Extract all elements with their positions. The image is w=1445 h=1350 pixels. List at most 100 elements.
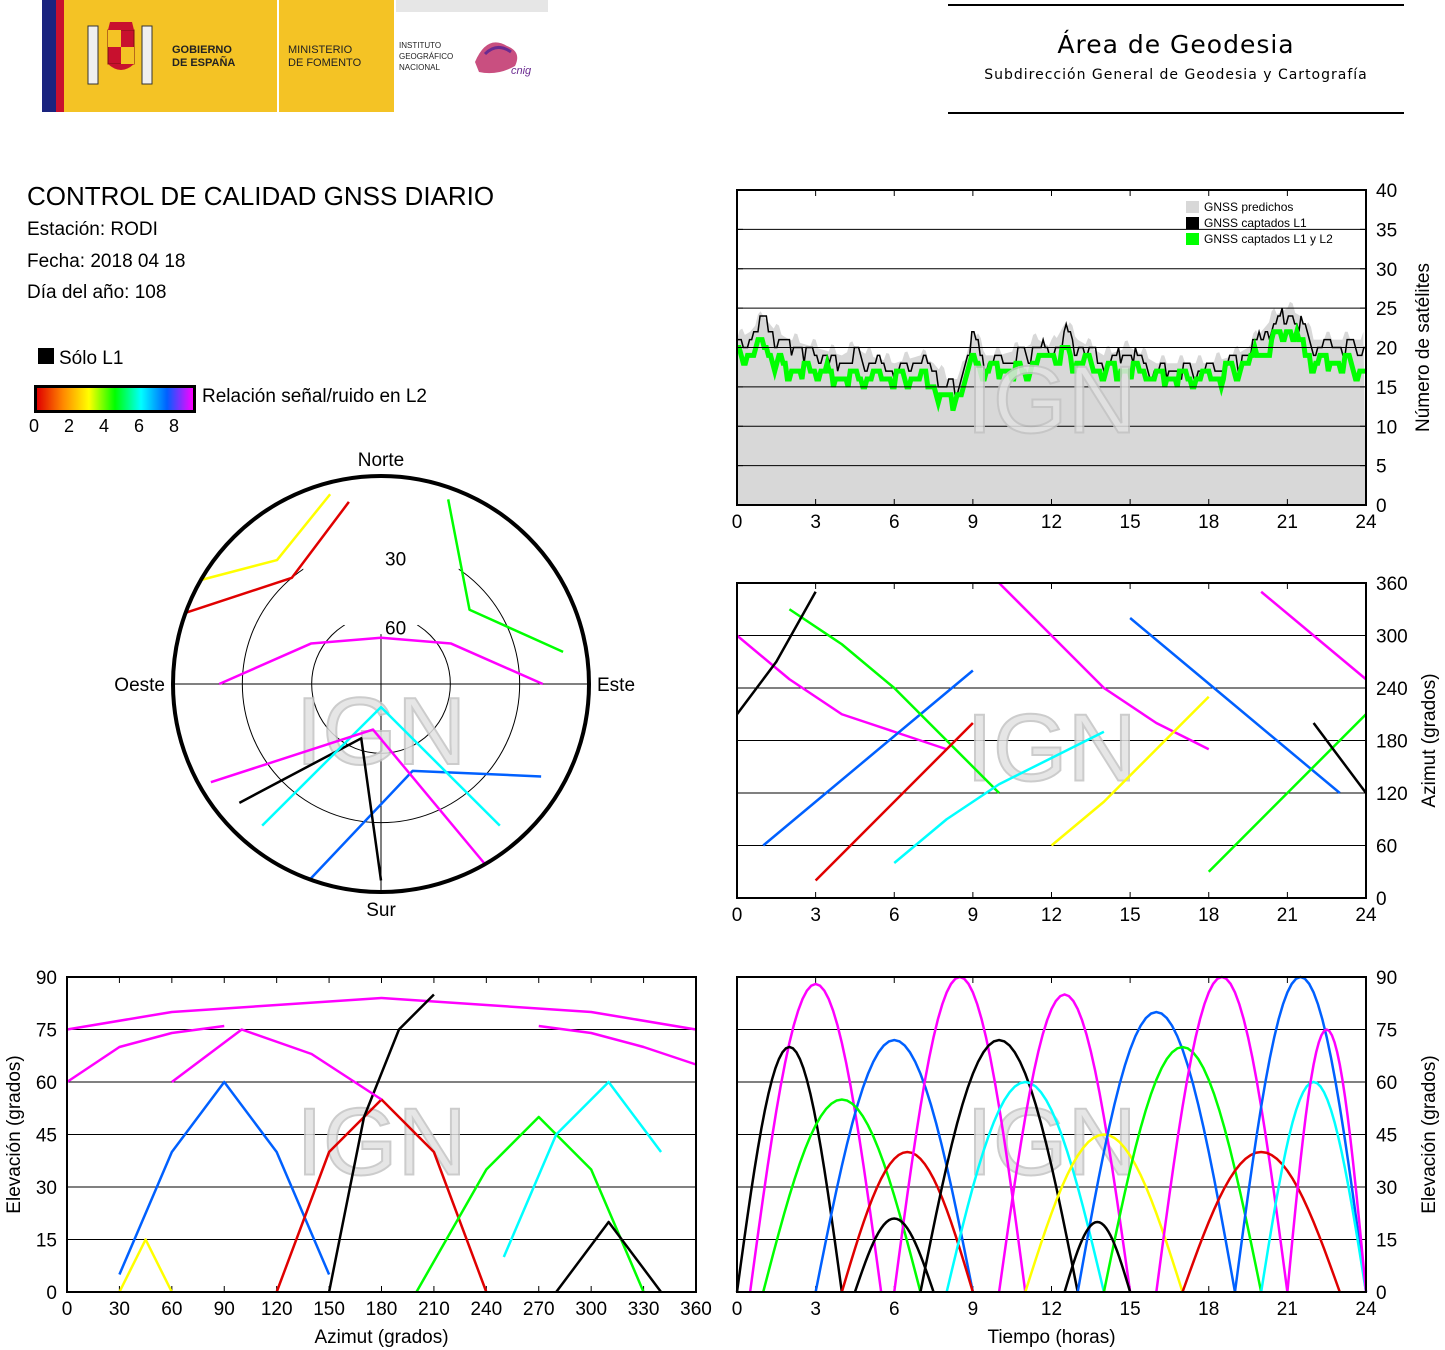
x-tick-label: 120 <box>261 1299 293 1320</box>
y-tick-label: 180 <box>1376 732 1408 753</box>
l1-legend-label: Sólo L1 <box>59 348 124 369</box>
sky-track <box>238 737 383 881</box>
ign-top-bar <box>396 0 548 12</box>
x-tick-label: 90 <box>214 1299 235 1320</box>
y-tick-label: 30 <box>1376 260 1397 281</box>
x-tick-label: 6 <box>889 512 900 533</box>
y-tick-label: 60 <box>1376 1073 1397 1094</box>
y-tick-label: 0 <box>46 1283 57 1304</box>
flag-stripe <box>42 0 56 112</box>
header-right-panel: Área de Geodesia Subdirección General de… <box>948 4 1404 114</box>
x-axis-label: Azimut (grados) <box>314 1327 448 1348</box>
elevation-azimuth-track <box>66 996 697 1031</box>
x-tick-label: 9 <box>968 512 979 533</box>
skyplot-chart: IGN 30 60 Norte Sur Este Oeste <box>114 450 635 921</box>
x-tick-label: 12 <box>1041 905 1062 926</box>
x-tick-label: 21 <box>1277 512 1298 533</box>
ministry-panel <box>279 0 394 112</box>
elevation-arc <box>997 993 1132 1293</box>
y-tick-label: 60 <box>1376 837 1397 858</box>
x-tick-label: 18 <box>1198 905 1219 926</box>
x-tick-label: 18 <box>1198 512 1219 533</box>
watermark-text: IGN <box>296 678 467 785</box>
x-tick-label: 0 <box>732 512 743 533</box>
x-tick-label: 18 <box>1198 1299 1219 1320</box>
y-axis-label: Azimut (grados) <box>1419 673 1440 807</box>
plot-border <box>736 189 1367 506</box>
sky-track <box>210 728 486 865</box>
sky-track <box>200 493 332 582</box>
sky-track <box>446 499 564 654</box>
azimuth-track <box>788 608 1000 794</box>
gov-line1: GOBIERNO <box>172 44 232 56</box>
y-tick-label: 15 <box>1376 1231 1397 1252</box>
y-tick-label: 300 <box>1376 627 1408 648</box>
y-tick-label: 0 <box>1376 889 1387 910</box>
elevation-azimuth-track <box>415 1115 645 1293</box>
y-axis-label: Elevación (grados) <box>4 1055 25 1213</box>
x-tick-label: 15 <box>1120 1299 1141 1320</box>
ign-line2: GEOGRÁFICO <box>399 52 454 61</box>
sky-track <box>218 636 544 686</box>
snr-tick-8: 8 <box>169 416 180 436</box>
y-tick-label: 40 <box>1376 181 1397 202</box>
legend-label: GNSS captados L1 y L2 <box>1204 232 1333 246</box>
elevation-arc <box>1181 1150 1341 1293</box>
elevation-azimuth-track <box>118 1080 331 1275</box>
elevation-arc <box>840 1150 975 1293</box>
watermark-text: IGN <box>296 1089 467 1196</box>
south-label: Sur <box>366 900 396 921</box>
y-tick-label: 90 <box>36 968 57 989</box>
y-tick-label: 75 <box>1376 1021 1397 1042</box>
y-axis-label: Número de satélites <box>1413 263 1434 432</box>
x-tick-label: 24 <box>1355 1299 1377 1320</box>
series-area-predicted <box>737 301 1366 505</box>
elevation-arc <box>1024 1133 1184 1293</box>
x-tick-label: 9 <box>968 1299 979 1320</box>
y-tick-label: 45 <box>36 1126 57 1147</box>
x-tick-label: 15 <box>1120 512 1141 533</box>
legend-label: GNSS predichos <box>1204 200 1293 214</box>
x-tick-label: 6 <box>889 1299 900 1320</box>
y-tick-label: 90 <box>1376 968 1397 989</box>
x-tick-label: 360 <box>680 1299 712 1320</box>
sky-track <box>261 705 501 827</box>
north-hole <box>301 476 461 635</box>
elevation-arc <box>761 1098 922 1293</box>
elevation-arc <box>853 1217 935 1293</box>
y-tick-label: 0 <box>1376 1283 1387 1304</box>
y-axis-label: Elevación (grados) <box>1419 1055 1440 1213</box>
x-axis-label: Tiempo (horas) <box>987 1327 1115 1348</box>
north-label: Norte <box>358 450 404 471</box>
elevation-azimuth-track <box>555 1220 663 1293</box>
ministry-line2: DE FOMENTO <box>288 57 362 69</box>
x-tick-label: 12 <box>1041 1299 1062 1320</box>
ministry-line1: MINISTERIO <box>288 44 353 56</box>
header-logo-block: GOBIERNO DE ESPAÑA MINISTERIO DE FOMENTO… <box>42 0 548 112</box>
snr-tick-2: 2 <box>64 416 75 436</box>
legend-label: GNSS captados L1 <box>1204 216 1307 230</box>
azimuth-track <box>736 634 948 751</box>
x-tick-label: 0 <box>732 1299 743 1320</box>
y-tick-label: 5 <box>1376 457 1387 478</box>
snr-tick-0: 0 <box>29 416 40 436</box>
legend-swatch <box>1186 217 1199 229</box>
legend-swatch <box>1186 201 1199 213</box>
azimuth-track <box>1312 722 1368 794</box>
x-tick-label: 9 <box>968 905 979 926</box>
watermark-text: IGN <box>966 1089 1137 1196</box>
azimuth-track <box>893 730 1105 864</box>
elevation-arc <box>735 1045 844 1293</box>
y-tick-label: 25 <box>1376 299 1397 320</box>
azimuth-track <box>814 722 974 882</box>
azimuth-track <box>762 669 974 847</box>
y-tick-label: 120 <box>1376 784 1408 805</box>
elevation-arc <box>748 982 883 1293</box>
x-tick-label: 180 <box>366 1299 398 1320</box>
plot-border <box>66 976 697 1293</box>
ring-label-30: 30 <box>385 549 406 570</box>
y-tick-label: 15 <box>1376 378 1397 399</box>
elevation-arc <box>1076 1010 1237 1293</box>
skyplot-border <box>171 474 591 894</box>
